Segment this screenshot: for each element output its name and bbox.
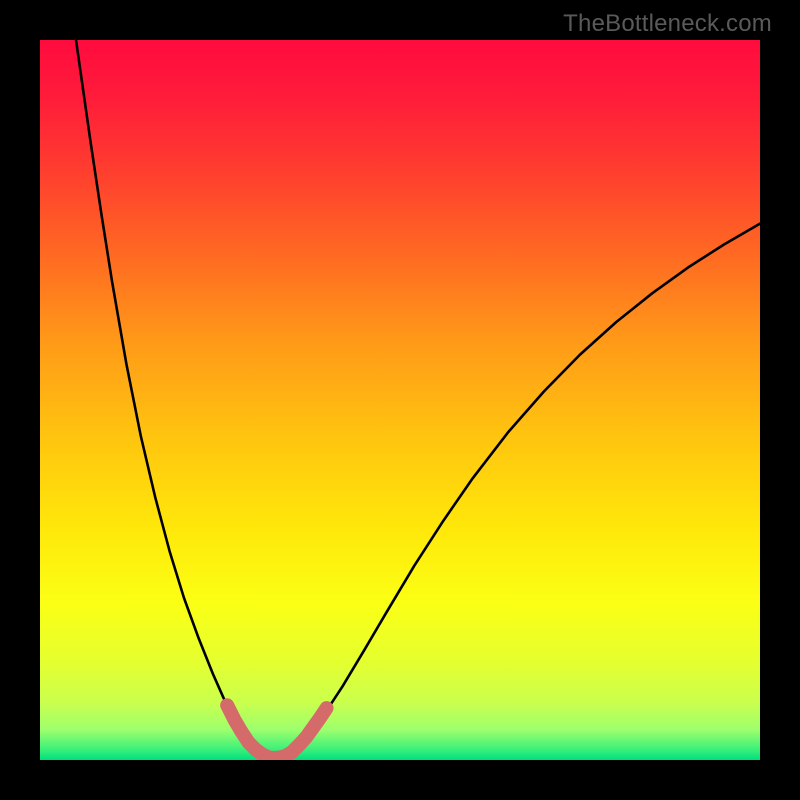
chart-root: { "canvas": { "width": 800, "height": 80… — [0, 0, 800, 800]
highlight-segment — [227, 705, 326, 758]
bottleneck-curve — [76, 40, 760, 758]
plot-area — [40, 40, 760, 760]
curve-svg — [40, 40, 760, 760]
watermark-text: TheBottleneck.com — [563, 10, 772, 38]
